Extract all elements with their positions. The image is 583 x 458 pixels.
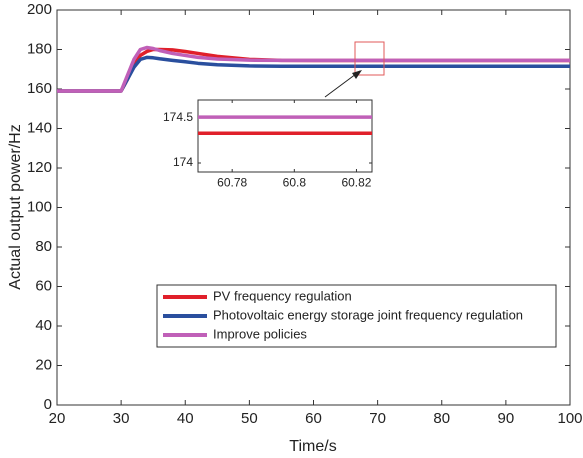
y-tick-label: 174.5 [163,110,193,124]
x-tick-label: 30 [113,410,130,427]
y-tick-label: 180 [27,40,52,57]
legend-label: PV frequency regulation [213,288,352,303]
zoom-arrowhead [352,70,362,79]
series-line [57,45,570,93]
y-tick-label: 174 [173,155,193,169]
x-tick-label: 50 [241,410,258,427]
y-tick-label: 60 [35,277,52,294]
legend-label: Photovoltaic energy storage joint freque… [213,307,523,322]
x-tick-label: 100 [557,410,582,427]
x-tick-label: 90 [498,410,515,427]
x-axis-label: Time/s [289,438,336,455]
y-tick-label: 80 [35,238,52,255]
y-tick-label: 40 [35,317,52,334]
y-tick-label: 140 [27,119,52,136]
zoom-region [354,41,385,76]
inset-background [198,100,372,172]
y-tick-label: 160 [27,80,52,97]
x-tick-label: 60.78 [217,176,247,190]
x-tick-label: 60.82 [341,176,371,190]
x-tick-label: 70 [369,410,386,427]
inset-plot: 60.78 60.8 60.82 174 174.5 [163,99,373,190]
y-tick-label: 200 [27,1,52,18]
main-plot: 20 30 40 50 60 70 80 90 100020406080100120140160… [27,1,583,427]
series-line [57,55,570,93]
x-tick-label: 40 [177,410,194,427]
y-tick-label: 120 [27,159,52,176]
y-axis-label: Actual output power/Hz [7,124,24,289]
y-tick-label: 20 [35,356,52,373]
x-tick-label: 60.8 [283,176,307,190]
legend-label: Improve policies [213,326,307,341]
x-tick-label: 80 [433,410,450,427]
y-tick-label: 0 [44,396,52,413]
legend-box [156,284,557,348]
x-tick-label: 60 [305,410,322,427]
x-tick-label: 20 [49,410,66,427]
plot-frame [197,99,373,173]
y-tick-label: 100 [27,198,52,215]
